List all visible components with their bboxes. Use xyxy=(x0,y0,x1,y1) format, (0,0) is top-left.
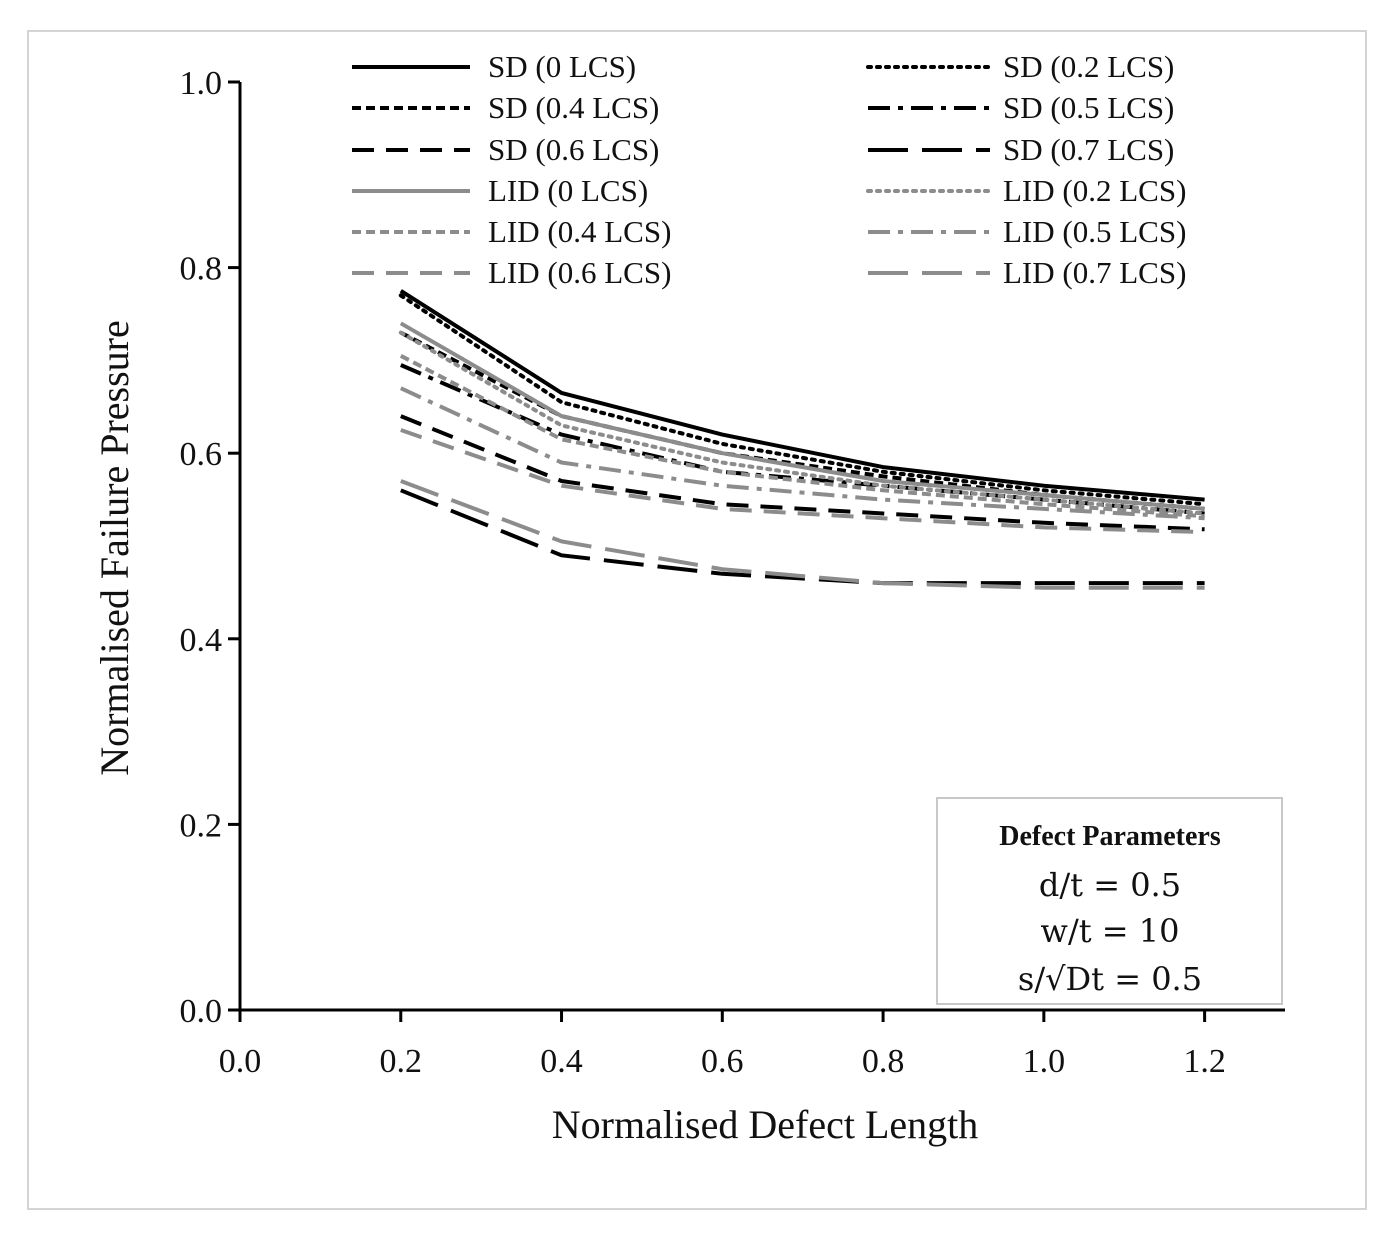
y-tick-label: 0.6 xyxy=(180,436,223,473)
legend-label-lid-0-lcs: LID (0 LCS) xyxy=(488,173,648,208)
defect-parameters-border xyxy=(936,797,1283,1005)
x-tick-label: 0.0 xyxy=(219,1043,262,1080)
series-line-sd-0-2-lcs xyxy=(398,293,1207,507)
y-tick-label: 0.8 xyxy=(180,251,223,288)
legend-label-lid-0-7-lcs: LID (0.7 LCS) xyxy=(1003,255,1186,290)
legend-label-sd-0-4-lcs: SD (0.4 LCS) xyxy=(488,90,659,125)
y-tick-label: 0.4 xyxy=(180,622,223,659)
legend: SD (0 LCS) SD (0.2 LCS) SD (0.4 LCS) SD (0.… xyxy=(352,49,1186,290)
figure-frame xyxy=(27,30,1367,1210)
param-spacing-ratio: s/√Dt = 0.5 xyxy=(1018,960,1202,998)
series-line-sd-0-lcs xyxy=(399,289,1205,502)
y-tick-label: 0.2 xyxy=(180,807,223,844)
legend-label-lid-0-4-lcs: LID (0.4 LCS) xyxy=(488,214,671,249)
legend-label-lid-0-2-lcs: LID (0.2 LCS) xyxy=(1003,173,1186,208)
defect-parameters-box: Defect Parameters d/t = 0.5 w/t = 10 s/√… xyxy=(936,797,1283,1005)
series-line-lid-0-4-lcs xyxy=(399,354,1205,519)
param-width-ratio: w/t = 10 xyxy=(1041,912,1180,950)
y-tick-label: 1.0 xyxy=(180,65,223,102)
y-axis-title: Normalised Failure Pressure xyxy=(92,320,137,775)
legend-label-sd-0-6-lcs: SD (0.6 LCS) xyxy=(488,132,659,167)
legend-label-lid-0-6-lcs: LID (0.6 LCS) xyxy=(488,255,671,290)
chart-axes xyxy=(238,82,1285,1012)
x-tick-label: 0.2 xyxy=(380,1043,423,1080)
series-line-sd-0-6-lcs xyxy=(400,414,1205,532)
x-tick-label: 0.8 xyxy=(862,1043,905,1080)
legend-label-sd-0-lcs: SD (0 LCS) xyxy=(488,49,636,84)
legend-label-sd-0-5-lcs: SD (0.5 LCS) xyxy=(1003,90,1174,125)
series-line-lid-0-5-lcs xyxy=(399,386,1205,521)
legend-label-sd-0-2-lcs: SD (0.2 LCS) xyxy=(1003,49,1174,84)
x-axis-ticks: 0.0 0.2 0.4 0.6 0.8 1.0 1.2 xyxy=(219,1010,1226,1080)
defect-parameters-title: Defect Parameters xyxy=(999,821,1221,852)
series-line-lid-0-6-lcs xyxy=(400,428,1205,535)
legend-label-lid-0-5-lcs: LID (0.5 LCS) xyxy=(1003,214,1186,249)
x-tick-label: 1.2 xyxy=(1183,1043,1226,1080)
series-lines xyxy=(398,289,1207,590)
series-line-sd-0-7-lcs xyxy=(400,488,1205,586)
x-axis-title: Normalised Defect Length xyxy=(552,1102,979,1147)
x-tick-label: 0.4 xyxy=(540,1043,583,1080)
series-line-lid-0-2-lcs xyxy=(398,330,1207,516)
y-axis-ticks: 0.0 0.2 0.4 0.6 0.8 1.0 xyxy=(180,65,240,1030)
x-tick-label: 0.6 xyxy=(701,1043,744,1080)
series-line-lid-0-7-lcs xyxy=(400,479,1205,590)
series-line-lid-0-lcs xyxy=(399,321,1205,511)
legend-label-sd-0-7-lcs: SD (0.7 LCS) xyxy=(1003,132,1174,167)
x-tick-label: 1.0 xyxy=(1023,1043,1066,1080)
series-line-sd-0-4-lcs xyxy=(399,330,1205,511)
y-tick-label: 0.0 xyxy=(180,993,223,1030)
param-depth-ratio: d/t = 0.5 xyxy=(1039,866,1181,904)
